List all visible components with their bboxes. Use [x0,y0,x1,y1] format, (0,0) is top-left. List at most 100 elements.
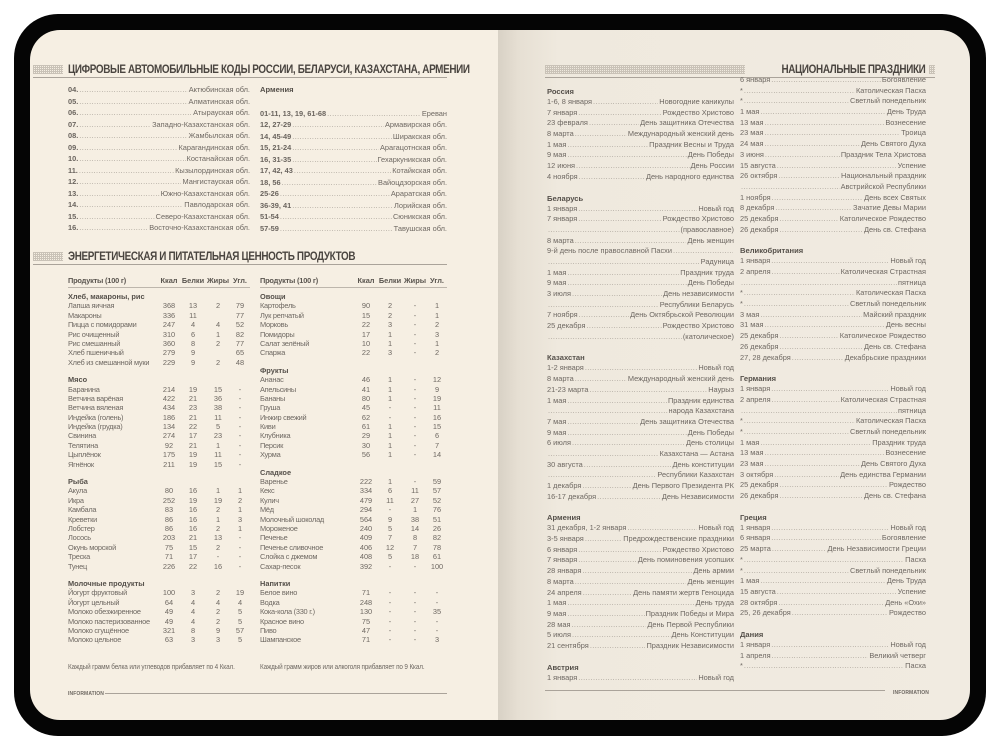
nutrient-value: 5 [237,616,243,626]
nutrient-value: - [435,597,439,607]
product-name: Мороженое [260,523,298,533]
row-label: 09. [68,142,79,152]
dot-leader [590,385,708,396]
product-name: Треска [68,552,91,562]
nutrition-table-right: Продукты (100 г) Ккал Белки Жиры Угл. Овощи Ка… [260,274,447,645]
column-header: Белки [378,276,402,285]
nutrient-value: 222 [359,477,373,487]
dot-leader [764,320,884,331]
nutrient-value: 90 [361,301,371,311]
nutrient-value: 100 [430,561,444,571]
product-name: Инжир свежий [260,412,307,422]
row-value: Новый год [890,256,926,266]
nutrient-value [206,311,230,320]
row-label: 7 января [547,107,578,117]
dot-leader [292,119,384,131]
row-label: 13 мая [740,448,764,458]
row-value: День Святого Духа [861,459,926,468]
nutrient-value: - [238,542,242,552]
row-value: Праздник Победы и Мира [645,608,734,618]
row-label: 9 мая [547,608,567,618]
nutrient-value: - [238,422,242,432]
dot-leader [744,427,849,438]
row-label: 9 мая [547,427,567,437]
row-value: Католическая Пасха [855,85,926,95]
nutrient-value: 38 [410,514,420,524]
row-value: Новогодние каникулы [659,97,734,106]
row-value: Лорийская обл. [394,200,447,210]
row-label: 1 января [740,384,771,394]
dot-leader [744,96,849,107]
leader-row: 10. Костанайская обл. [68,153,250,165]
product-name: Киви [260,422,276,432]
leader-row: 7 ноября День Октябрьской Революции [547,310,734,321]
row-label: 25 марта [740,544,771,554]
dot-leader [576,161,690,172]
row-value: День России [690,161,734,171]
nutrition-note-fat: Каждый грамм жиров или алкоголя прибавля… [260,662,425,671]
row-label: 31 мая [740,320,764,330]
nutrient-value: 63 [164,635,174,645]
group-heading: Мясо [68,375,88,385]
leader-row: 1 января Новый год [547,204,734,215]
dot-leader [779,342,863,353]
dot-leader [772,544,827,555]
leader-row: * Католическая Пасха [740,288,926,299]
table-row: Хурма 56 1 - 14 [260,450,447,459]
row-label: 01-11, 13, 19, 61-68 [260,108,327,118]
nutrient-value: 61 [432,552,442,562]
leader-row: 23 мая День Святого Духа [740,459,926,470]
dot-leader [567,417,639,428]
product-name: Груша [260,403,281,413]
nutrient-value: 21 [188,393,198,403]
leader-row: 28 января День армии [547,566,734,577]
table-row: Пицца с помидорами 247 4 4 52 [68,320,250,329]
holidays-column-right: 6 января Богоявление * Католическая Пасха * С… [740,75,926,672]
row-label: 04. [68,85,79,94]
dot-leader [771,640,889,651]
dot-leader [775,203,852,214]
leader-row: 9 мая День Победы [547,278,734,289]
dot-leader [760,438,871,449]
row-label: 6 января [547,544,578,554]
nutrient-value: 6 [387,486,393,496]
nutrient-value: 2 [387,310,393,320]
leader-row: 09. Карагандинская обл. [68,142,250,154]
dot-leader [79,130,187,142]
row-value: Католическая Страстная [840,394,926,404]
table-row: Сахар-песок 392 - - 100 [260,562,447,571]
nutrient-value: 11 [433,403,441,413]
nutrient-value: - [413,440,417,450]
leader-row: 1 мая День Труда [740,576,926,587]
row-label: 8 марта [547,129,574,139]
row-value: Новый год [698,203,734,213]
row-label: 1 января [547,672,578,682]
nutrient-value: 1 [237,505,243,515]
row-value: Богоявление [881,533,926,543]
nutrient-value: 1 [387,384,393,394]
dot-leader [764,459,860,470]
row-value: Светлый понедельник [850,426,926,436]
nutrient-value: 1 [387,440,393,450]
leader-row: 11. Кызылординская обл. [68,165,250,177]
nutrient-value: - [435,616,439,626]
nutrient-value: 80 [361,393,371,403]
column-header: Жиры [403,276,427,285]
dot-leader [548,332,682,343]
product-name: Водка [260,597,280,607]
row-label: 24 мая [740,139,764,149]
row-value: День всех Святых [864,192,926,202]
leader-row: 16. Восточно-Казахстанская обл. [68,222,250,234]
product-name: Индейка (грудка) [68,422,123,432]
row-value: День поминовения усопших [637,555,734,565]
row-label: * [740,416,743,426]
product-name: Ветчина вяленая [68,403,124,413]
dot-leader [744,661,904,672]
dot-leader [778,598,884,609]
country-heading: Австрия [547,662,579,672]
leader-row: 36-39, 41 Лорийская обл. [260,200,447,212]
group-heading: Рыба [68,477,88,487]
leader-row: 6 января Богоявление [740,533,926,544]
nutrient-value: 5 [237,635,243,645]
nutrient-value: - [413,597,417,607]
